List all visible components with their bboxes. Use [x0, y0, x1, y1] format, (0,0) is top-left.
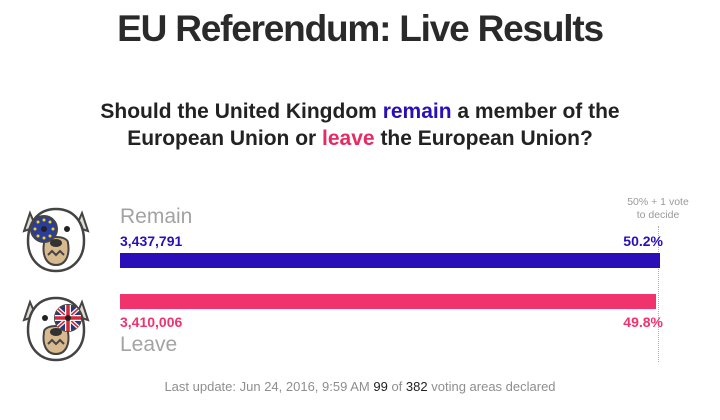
remain-percent: 50.2% [623, 233, 663, 249]
leave-result-bar [120, 294, 656, 309]
threshold-line1: 50% + 1 vote [627, 196, 689, 208]
leave-label: Leave [120, 333, 178, 356]
bulldog-eu-flag-icon [22, 207, 90, 273]
remain-vote-count: 3,437,791 [120, 233, 183, 249]
page-title: EU Referendum: Live Results [117, 8, 604, 49]
referendum-question: Should the United Kingdom remain a membe… [0, 98, 720, 152]
leave-vote-count: 3,410,006 [120, 314, 183, 330]
bulldog-union-jack-icon [22, 296, 90, 362]
question-leave-word: leave [322, 127, 375, 150]
remain-label: Remain [120, 205, 193, 228]
threshold-marker-line [658, 226, 659, 362]
leave-percent: 49.8% [623, 314, 663, 330]
threshold-line2: to decide [636, 209, 680, 221]
remain-result-bar [120, 253, 660, 268]
question-text: Should the United Kingdom [100, 100, 383, 123]
question-text: the European Union? [374, 127, 593, 150]
question-remain-word: remain [382, 100, 452, 123]
question-text: European Union or [127, 127, 323, 150]
declared-suffix: voting areas declared [431, 379, 556, 394]
last-update-text: Last update: Jun 24, 2016, 9:59 AM [164, 379, 370, 394]
of-text: of [391, 379, 403, 394]
footer-status: Last update: Jun 24, 2016, 9:59 AM 99 of… [0, 379, 720, 394]
total-count: 382 [405, 379, 428, 394]
question-text: a member of the [451, 100, 620, 123]
declared-count: 99 [373, 379, 388, 394]
threshold-note: 50% + 1 vote to decide [608, 196, 708, 222]
